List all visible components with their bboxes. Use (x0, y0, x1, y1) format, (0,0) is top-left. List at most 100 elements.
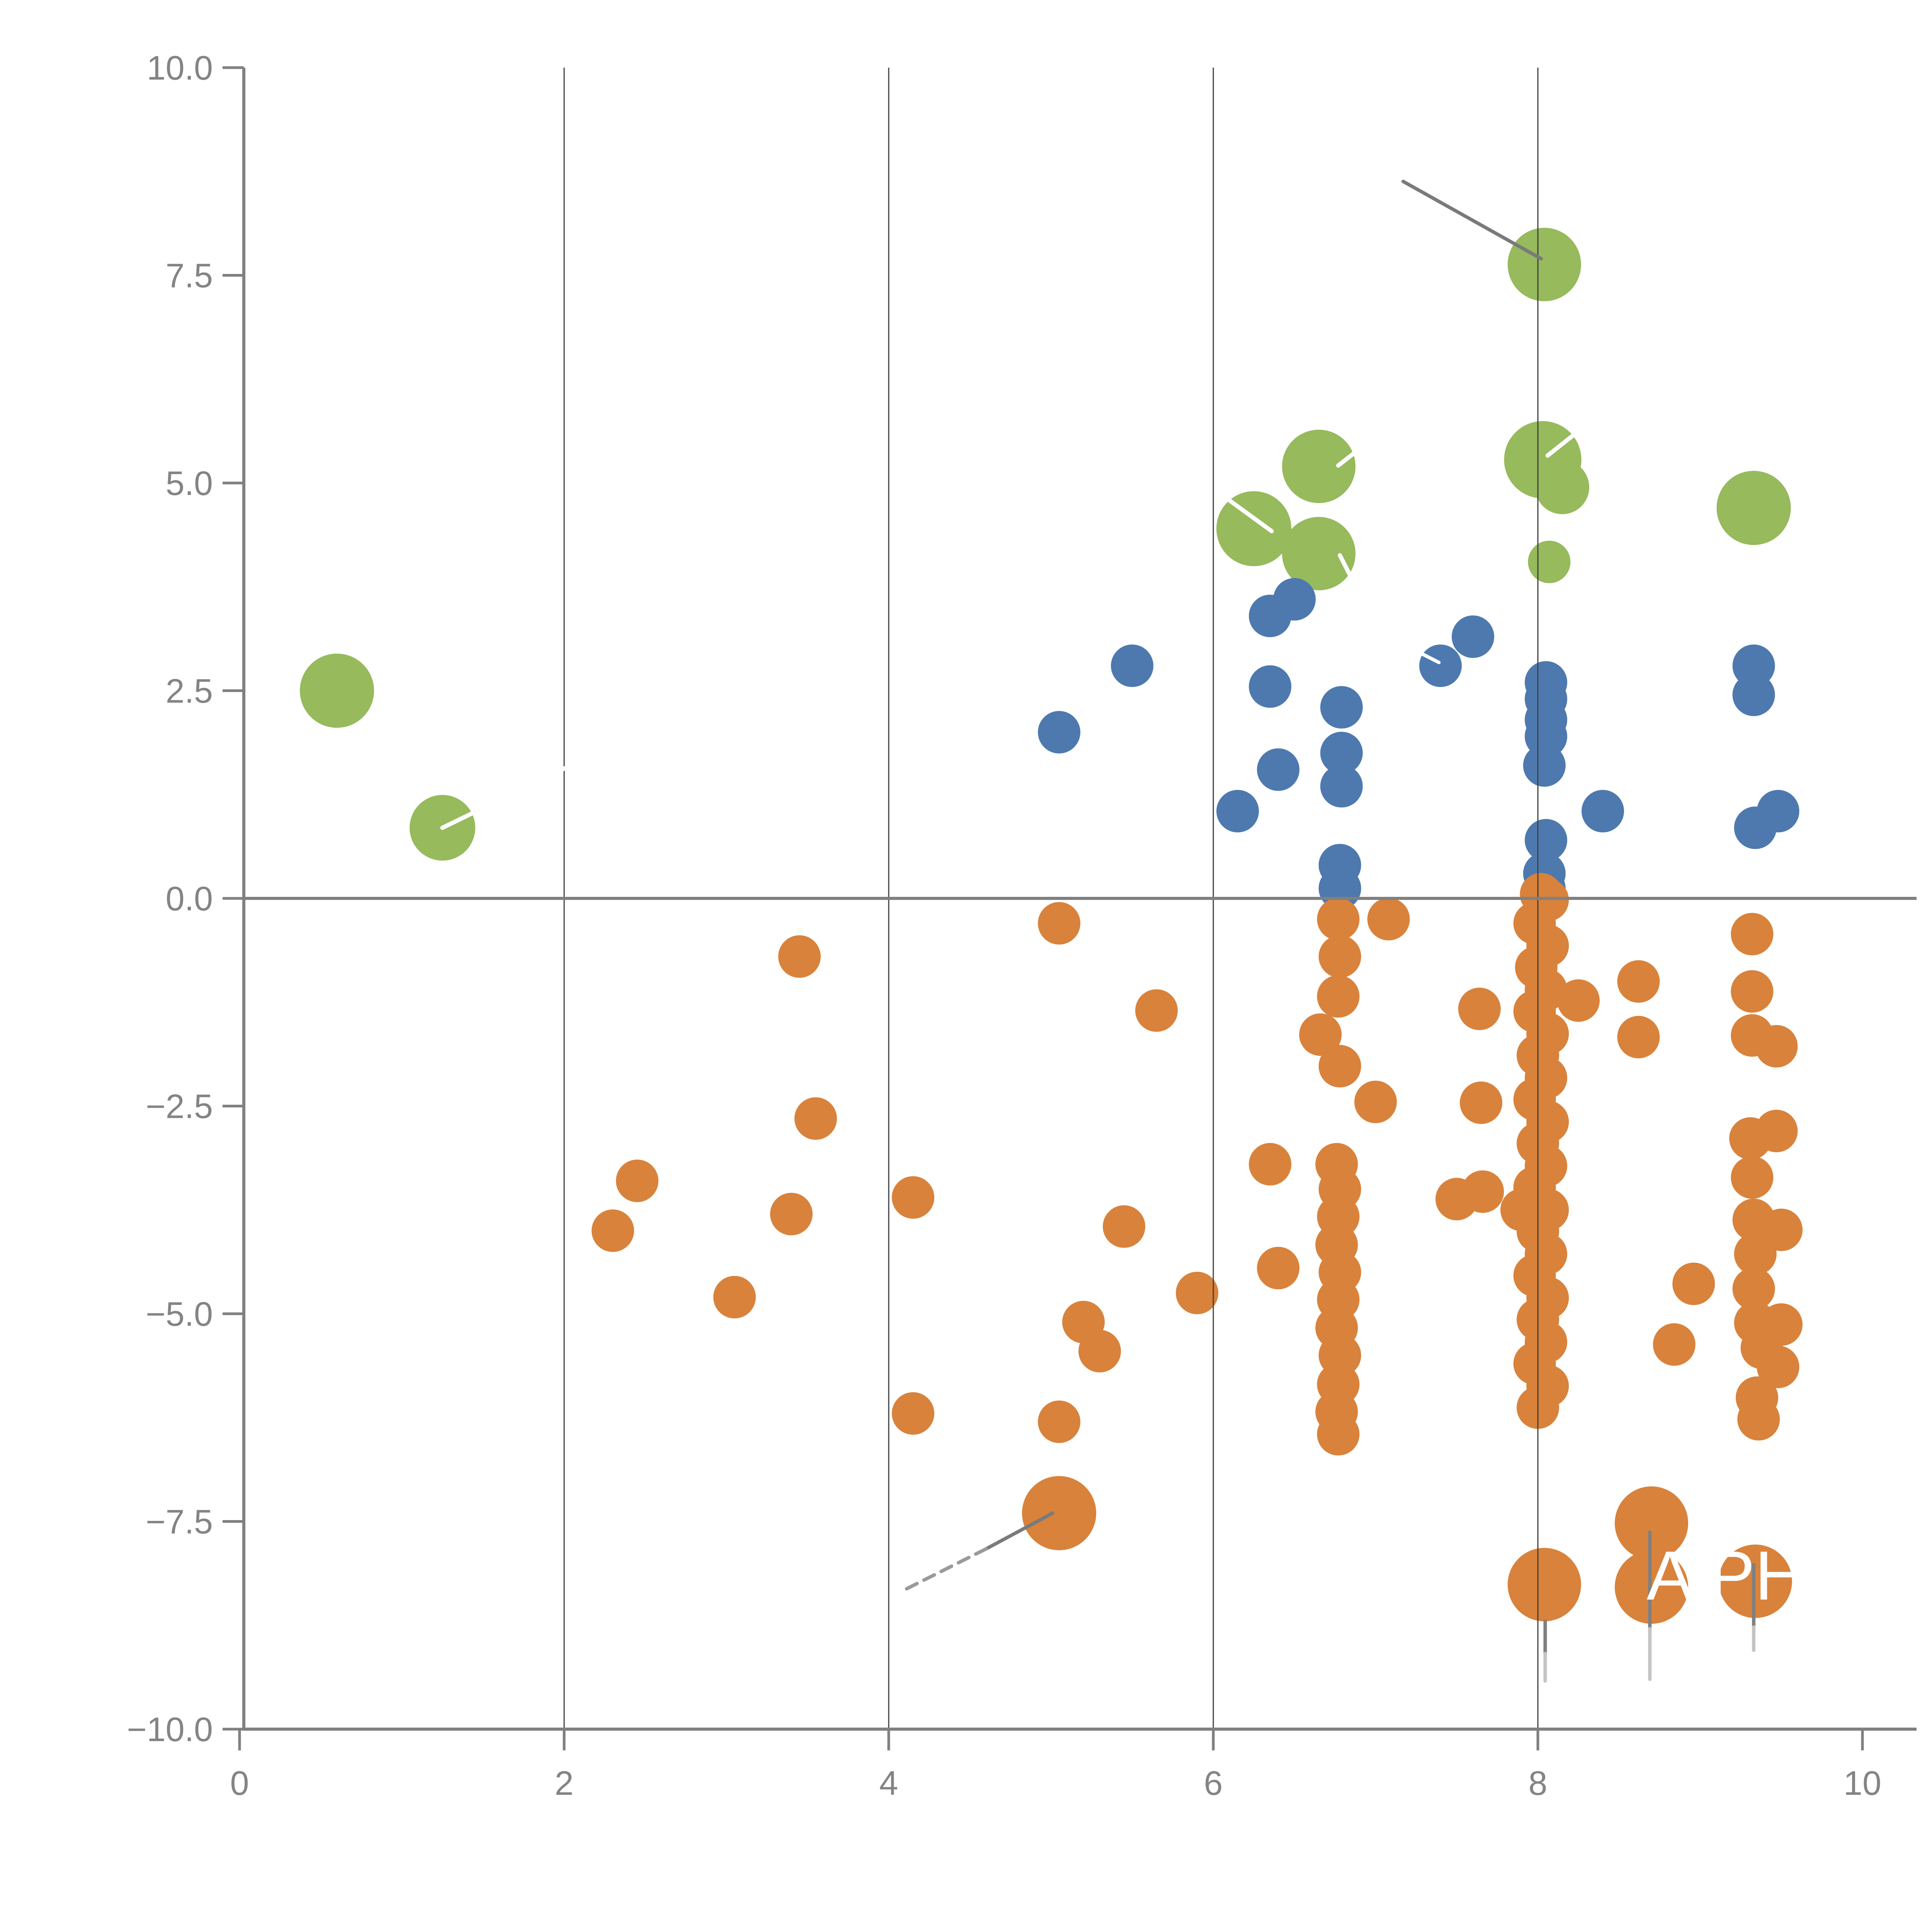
orange-dots-point[interactable] (1038, 1400, 1080, 1443)
series-blue-dots (1038, 578, 1799, 910)
orange-dots-point[interactable] (1257, 1247, 1299, 1289)
blue-dots-point[interactable] (1732, 673, 1775, 716)
orange-dots-point[interactable] (616, 1160, 658, 1202)
leader-line-10 (1227, 498, 1274, 534)
orange-dots-point[interactable] (1672, 1262, 1715, 1305)
leader-line-0 (1401, 180, 1543, 260)
blue-dots-point[interactable] (1038, 711, 1080, 753)
orange-dots-point[interactable] (1460, 1081, 1502, 1124)
orange-dots-point[interactable] (1103, 1205, 1145, 1248)
y-tick-label: 7.5 (166, 256, 213, 294)
orange-dots-point[interactable] (1737, 1398, 1780, 1441)
blue-dots-point[interactable] (1734, 806, 1777, 849)
green-bubbles-point[interactable] (1282, 430, 1355, 503)
orange-dots-point[interactable] (778, 935, 821, 978)
x-tick-label: 6 (1204, 1764, 1223, 1802)
orange-dots-point[interactable] (1760, 1208, 1803, 1251)
blue-dots-point[interactable] (1320, 731, 1363, 774)
leader-line-11 (1338, 553, 1386, 644)
orange-dots-point[interactable] (1729, 1117, 1772, 1160)
leader-line-1 (984, 1511, 1054, 1551)
leader-line-14 (1411, 647, 1441, 664)
orange-dots-point[interactable] (592, 1209, 634, 1252)
orange-dots-point[interactable] (1731, 913, 1774, 956)
leader-line-13 (440, 747, 605, 830)
orange-dots-point[interactable] (1354, 1080, 1397, 1123)
y-tick-label: −7.5 (146, 1502, 213, 1541)
orange-dots-point[interactable] (1078, 1330, 1121, 1372)
orange-dots-point[interactable] (1317, 975, 1360, 1018)
leader-line-9 (1336, 408, 1410, 468)
blue-dots-point[interactable] (1111, 645, 1153, 687)
blue-dots-point[interactable] (1452, 615, 1494, 658)
orange-dots-point[interactable] (1299, 1013, 1342, 1056)
orange-dots-point[interactable] (770, 1193, 813, 1235)
orange-dots-point[interactable] (1135, 989, 1178, 1032)
orange-dots-point[interactable] (1367, 898, 1410, 940)
annotation-layer: A PH (1646, 1537, 1805, 1615)
orange-dots-point[interactable] (1038, 902, 1080, 945)
green-bubbles-point[interactable] (1216, 491, 1291, 566)
blue-dots-point[interactable] (1523, 744, 1566, 787)
orange-dots-point[interactable] (1022, 1476, 1096, 1550)
y-tick-label: 5.0 (166, 464, 213, 502)
blue-dots-point[interactable] (1257, 748, 1299, 791)
leader-lines-layer (440, 180, 1756, 1683)
orange-dots-point[interactable] (1617, 1016, 1660, 1059)
orange-dots-point[interactable] (713, 1276, 756, 1318)
orange-dots-point[interactable] (1458, 987, 1501, 1030)
blue-dots-point[interactable] (1320, 686, 1363, 729)
orange-dots-point[interactable] (794, 1097, 837, 1140)
series-layer (300, 228, 1803, 1624)
green-bubbles-point[interactable] (1282, 517, 1355, 590)
orange-dots-point[interactable] (892, 1176, 934, 1219)
green-bubbles-point[interactable] (300, 653, 374, 728)
green-bubbles-point[interactable] (1716, 471, 1791, 545)
blue-dots-point[interactable] (1249, 665, 1291, 708)
orange-dots-point[interactable] (1249, 1143, 1291, 1185)
orange-dots-point[interactable] (1653, 1323, 1696, 1366)
blue-dots-point[interactable] (1732, 645, 1775, 687)
blue-dots-point[interactable] (1419, 645, 1462, 687)
axes-layer: 10.0 7.5 5.0 2.5 0.0 −2.5 −5.0 −7.5 −10.0 0 2 4 6 8 10 (127, 49, 1917, 1802)
orange-dots-point[interactable] (892, 1392, 934, 1435)
blue-dots-point[interactable] (1525, 819, 1567, 862)
orange-dots-point[interactable] (1731, 1156, 1774, 1199)
y-tick-label: −2.5 (146, 1087, 213, 1125)
x-tick-label: 2 (555, 1764, 574, 1802)
orange-dots-point[interactable] (1318, 935, 1361, 978)
gridlines-layer (244, 68, 1917, 1729)
blue-dots-point[interactable] (1216, 790, 1259, 833)
x-tick-label: 8 (1529, 1764, 1548, 1802)
orange-dots-point[interactable] (1617, 960, 1660, 1003)
x-tick-label: 4 (879, 1764, 898, 1802)
y-tick-label: −10.0 (127, 1710, 213, 1748)
orange-dots-point[interactable] (1732, 1267, 1775, 1310)
series-green-bubbles (300, 228, 1791, 861)
y-tick-label: −5.0 (146, 1295, 213, 1333)
orange-dots-point[interactable] (1755, 1025, 1798, 1068)
blue-dots-point[interactable] (1273, 578, 1316, 621)
orange-dots-point[interactable] (1317, 898, 1360, 940)
annotation-label: A PH (1646, 1537, 1805, 1615)
x-tick-label: 10 (1844, 1764, 1881, 1802)
green-bubbles-point[interactable] (1528, 541, 1571, 583)
green-bubbles-point[interactable] (1507, 228, 1581, 301)
orange-dots-point[interactable] (1557, 979, 1600, 1022)
x-tick-label: 0 (230, 1764, 249, 1802)
orange-dots-point[interactable] (1757, 1345, 1799, 1388)
orange-dots-point[interactable] (1615, 1486, 1688, 1560)
y-tick-label: 0.0 (166, 879, 213, 918)
orange-dots-point[interactable] (1176, 1272, 1218, 1315)
orange-dots-point[interactable] (1731, 970, 1774, 1013)
orange-dots-point[interactable] (1461, 1170, 1504, 1213)
orange-dots-point[interactable] (1318, 1045, 1361, 1088)
orange-dots-point[interactable] (1507, 1548, 1581, 1621)
blue-dots-point[interactable] (1582, 790, 1624, 833)
green-bubbles-point[interactable] (1535, 460, 1589, 514)
orange-dots-point[interactable] (1317, 1413, 1360, 1456)
leader-line-12 (1545, 388, 1633, 458)
blue-dots-point[interactable] (1320, 765, 1363, 808)
